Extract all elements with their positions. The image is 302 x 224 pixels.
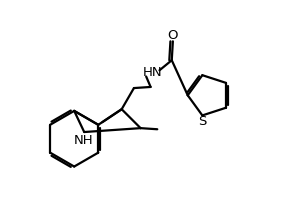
Text: S: S	[198, 115, 207, 128]
Text: O: O	[168, 29, 178, 42]
Text: NH: NH	[73, 134, 93, 147]
Text: HN: HN	[143, 66, 163, 79]
